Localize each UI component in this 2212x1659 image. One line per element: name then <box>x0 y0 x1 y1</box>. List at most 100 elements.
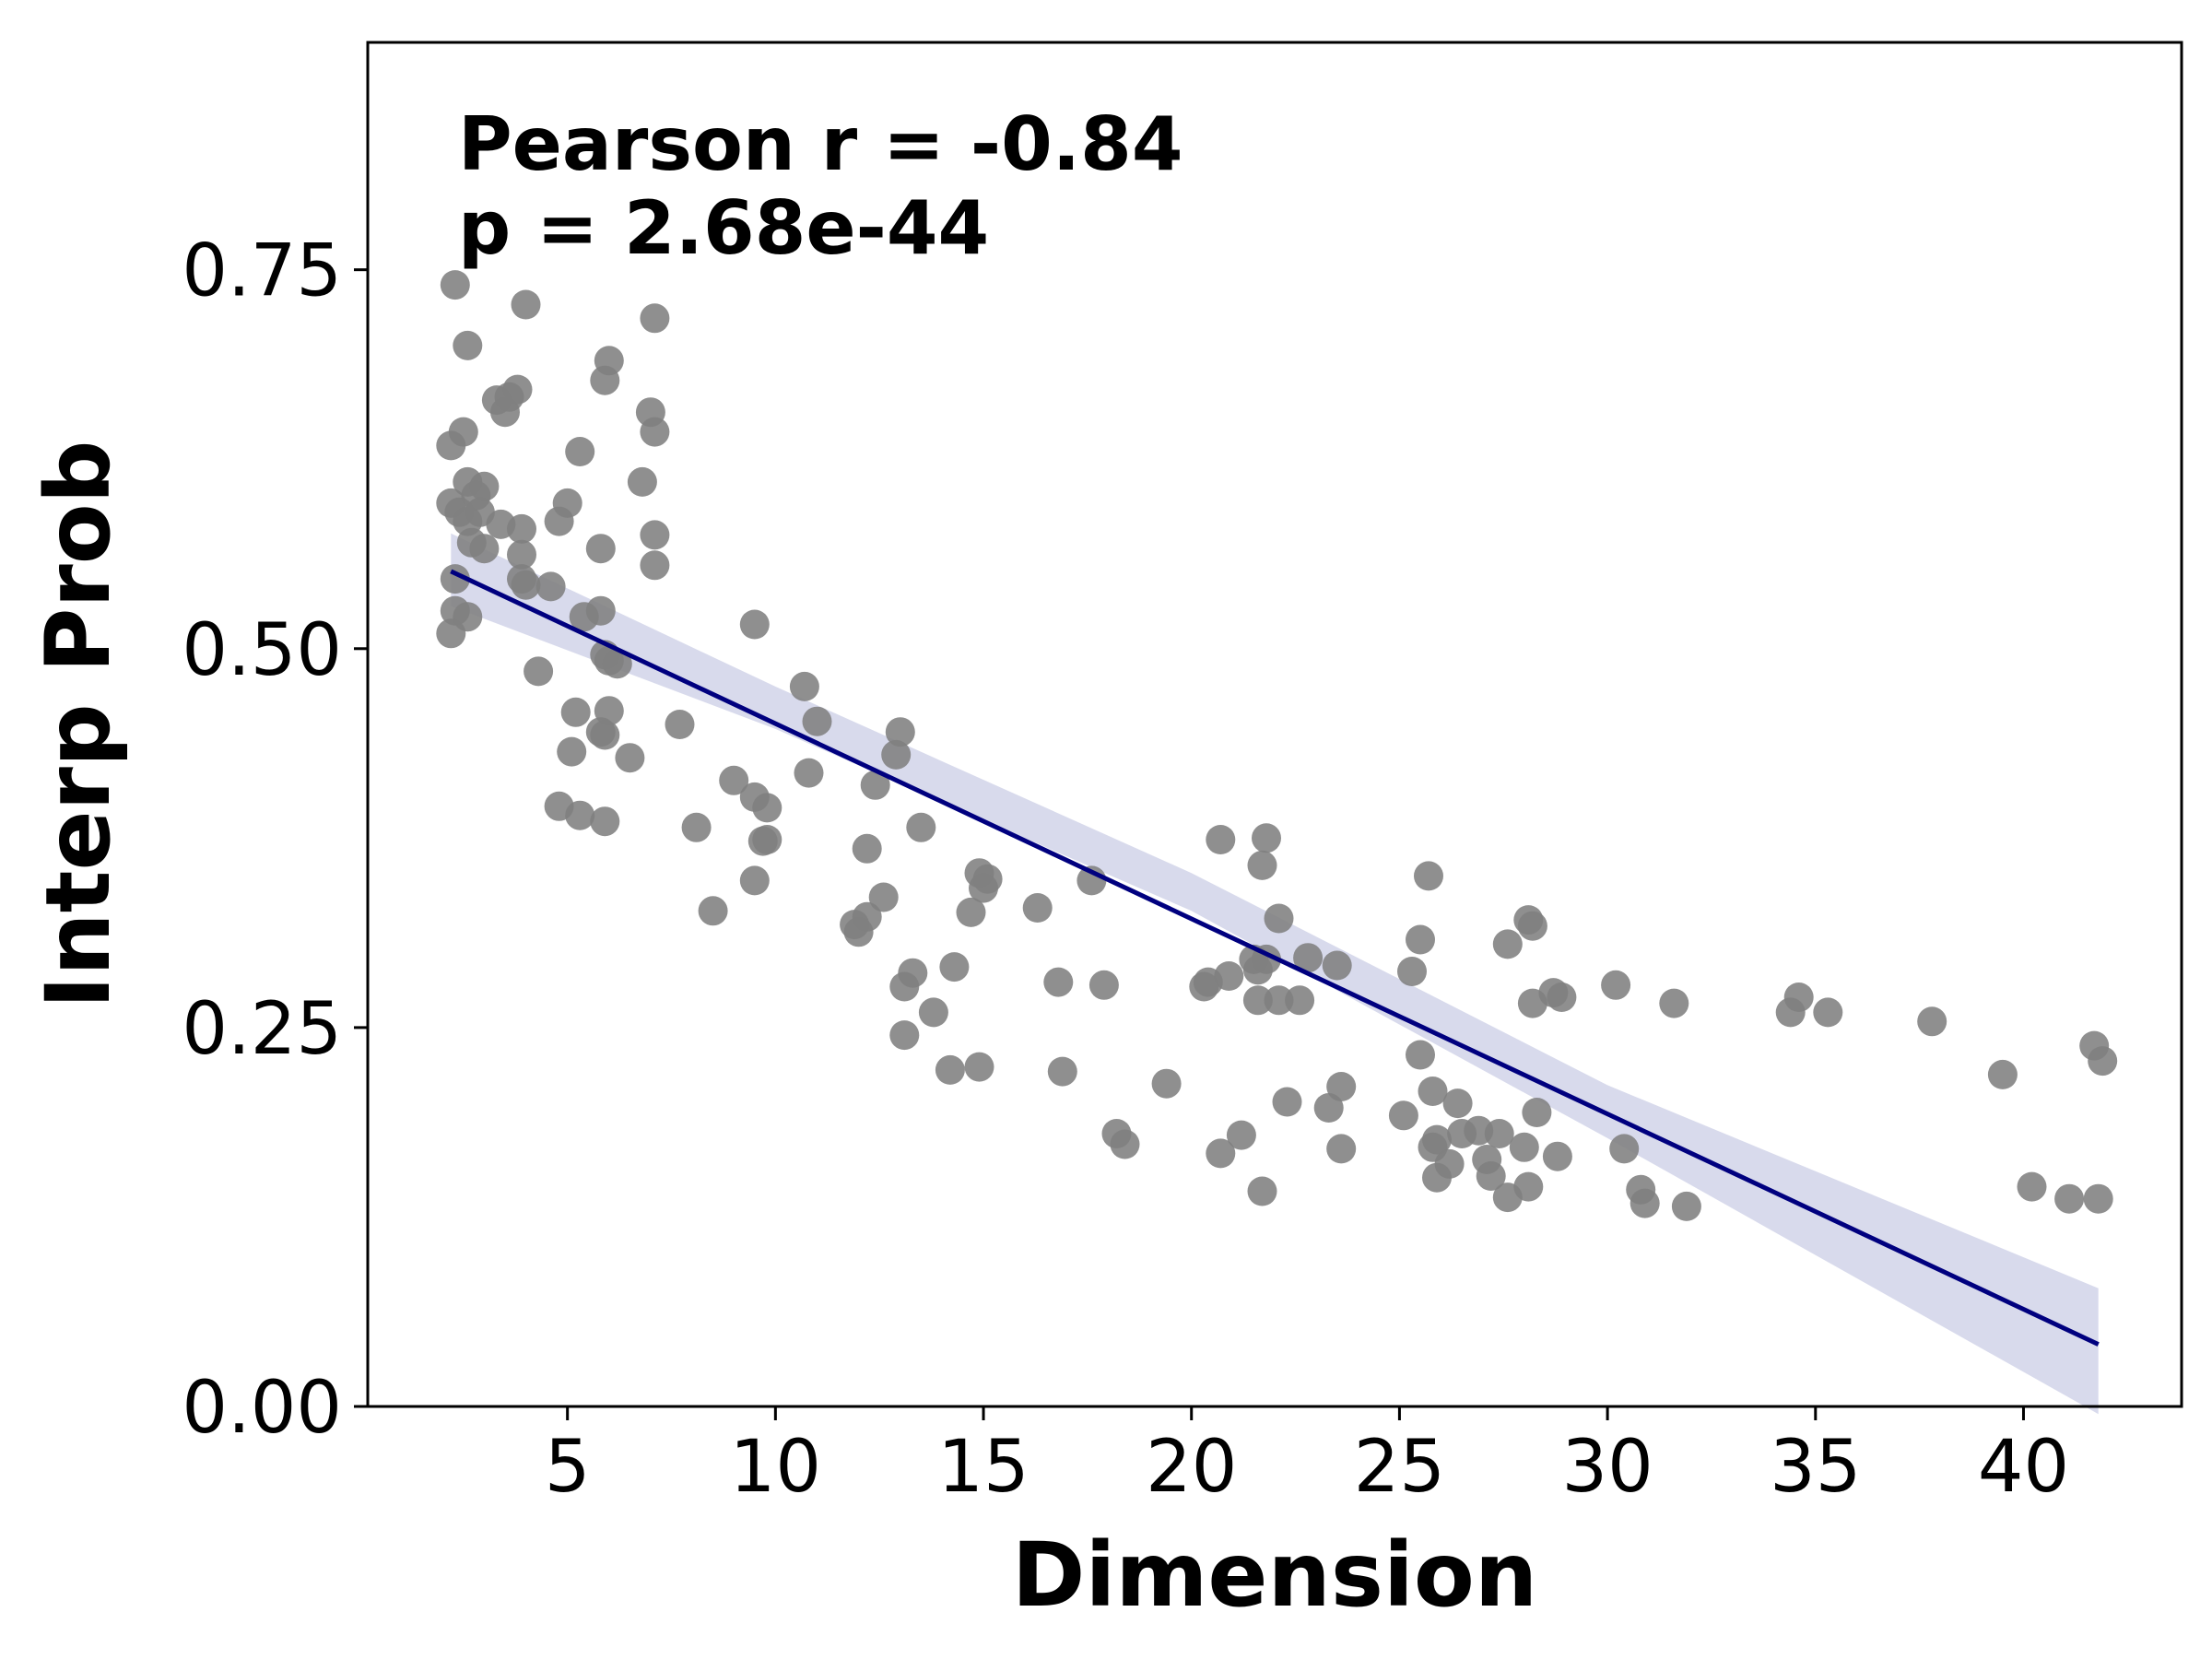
data-point <box>627 466 657 497</box>
data-point <box>752 793 782 823</box>
data-point <box>1247 1176 1277 1206</box>
data-point <box>453 330 483 360</box>
data-point <box>868 882 899 912</box>
data-point <box>1442 1088 1473 1119</box>
data-point <box>640 520 670 550</box>
data-point <box>739 609 770 640</box>
data-point <box>524 656 554 687</box>
confidence-band <box>451 533 2099 1415</box>
data-point <box>1206 825 1236 854</box>
data-point <box>507 513 536 544</box>
p-value-annotation: p = 2.68e-44 <box>458 185 989 271</box>
y-axis-label: Interp Prob <box>27 441 130 1009</box>
data-point <box>1517 988 1547 1018</box>
data-point <box>939 952 970 982</box>
x-tick-label: 35 <box>1770 1426 1861 1509</box>
data-point <box>640 550 670 581</box>
data-point <box>789 671 819 701</box>
data-point <box>557 736 587 767</box>
data-point <box>544 506 574 536</box>
data-point <box>1397 957 1427 986</box>
data-point <box>602 649 632 679</box>
data-point <box>681 812 712 842</box>
data-point <box>1509 1132 1539 1162</box>
y-tick-label: 0.50 <box>182 609 342 692</box>
data-point <box>1226 1120 1256 1150</box>
confidence-band-layer <box>451 533 2099 1415</box>
x-tick-label: 15 <box>937 1426 1029 1509</box>
data-point <box>1522 1098 1552 1127</box>
data-point <box>1388 1100 1418 1131</box>
data-point <box>590 720 620 750</box>
plot-frame <box>366 41 2183 1408</box>
data-point <box>1047 1056 1077 1087</box>
data-point <box>1252 823 1281 853</box>
data-point <box>1406 924 1435 955</box>
data-point <box>585 534 616 564</box>
data-point <box>1264 985 1294 1016</box>
data-point <box>918 997 948 1028</box>
data-point <box>1987 1059 2018 1089</box>
y-tick-label: 0.75 <box>182 230 342 313</box>
data-point <box>440 270 470 300</box>
data-point <box>906 812 936 842</box>
data-point <box>1542 1141 1572 1171</box>
data-point <box>889 1020 920 1051</box>
data-point <box>935 1054 965 1085</box>
x-tick-label: 30 <box>1561 1426 1653 1509</box>
data-point <box>964 1052 994 1082</box>
x-axis-ticks: 5 10 15 20 25 30 35 40 <box>545 1406 2069 1509</box>
data-point <box>1406 1040 1435 1070</box>
data-point <box>719 765 749 795</box>
data-point <box>1492 1182 1523 1213</box>
data-point <box>436 430 466 461</box>
data-point <box>969 873 998 903</box>
points-layer <box>436 270 2118 1221</box>
data-point <box>860 770 890 800</box>
data-point <box>1671 1191 1701 1221</box>
data-point <box>560 697 591 727</box>
data-point <box>569 602 599 632</box>
data-point <box>1476 1161 1506 1191</box>
data-point <box>1272 1087 1302 1117</box>
data-point <box>507 539 536 570</box>
data-point <box>698 896 728 926</box>
data-point <box>2088 1046 2118 1077</box>
data-point <box>440 564 470 594</box>
data-point <box>1043 967 1074 997</box>
data-point <box>490 397 520 428</box>
data-point <box>1322 950 1352 981</box>
data-point <box>2083 1183 2113 1214</box>
data-point <box>535 571 566 602</box>
data-point <box>1293 943 1324 973</box>
data-point <box>469 534 500 564</box>
data-point <box>885 717 915 747</box>
data-point <box>1414 861 1443 891</box>
data-point <box>1110 1129 1140 1159</box>
pearson-annotation: Pearson r = -0.84 <box>458 101 1182 187</box>
data-point <box>1813 997 1843 1028</box>
data-point <box>1630 1188 1660 1218</box>
data-point <box>1517 911 1547 941</box>
data-point <box>1206 1138 1236 1169</box>
x-tick-label: 25 <box>1354 1426 1445 1509</box>
x-tick-label: 10 <box>730 1426 821 1509</box>
data-point <box>1609 1134 1640 1164</box>
data-point <box>1313 1093 1344 1123</box>
data-point <box>1601 970 1631 1000</box>
data-point <box>1189 971 1219 1002</box>
data-point <box>640 417 670 447</box>
data-point <box>2017 1171 2047 1202</box>
regression-line <box>450 569 2100 1347</box>
y-tick-label: 0.00 <box>182 1367 342 1450</box>
data-point <box>1242 985 1273 1016</box>
data-point <box>889 971 920 1002</box>
data-point <box>1151 1068 1182 1099</box>
data-point <box>1659 988 1689 1018</box>
data-point <box>1088 970 1119 1000</box>
data-point <box>640 303 670 334</box>
data-point <box>1775 997 1806 1028</box>
data-point <box>739 865 770 896</box>
data-point <box>615 743 645 773</box>
data-point <box>843 917 874 947</box>
